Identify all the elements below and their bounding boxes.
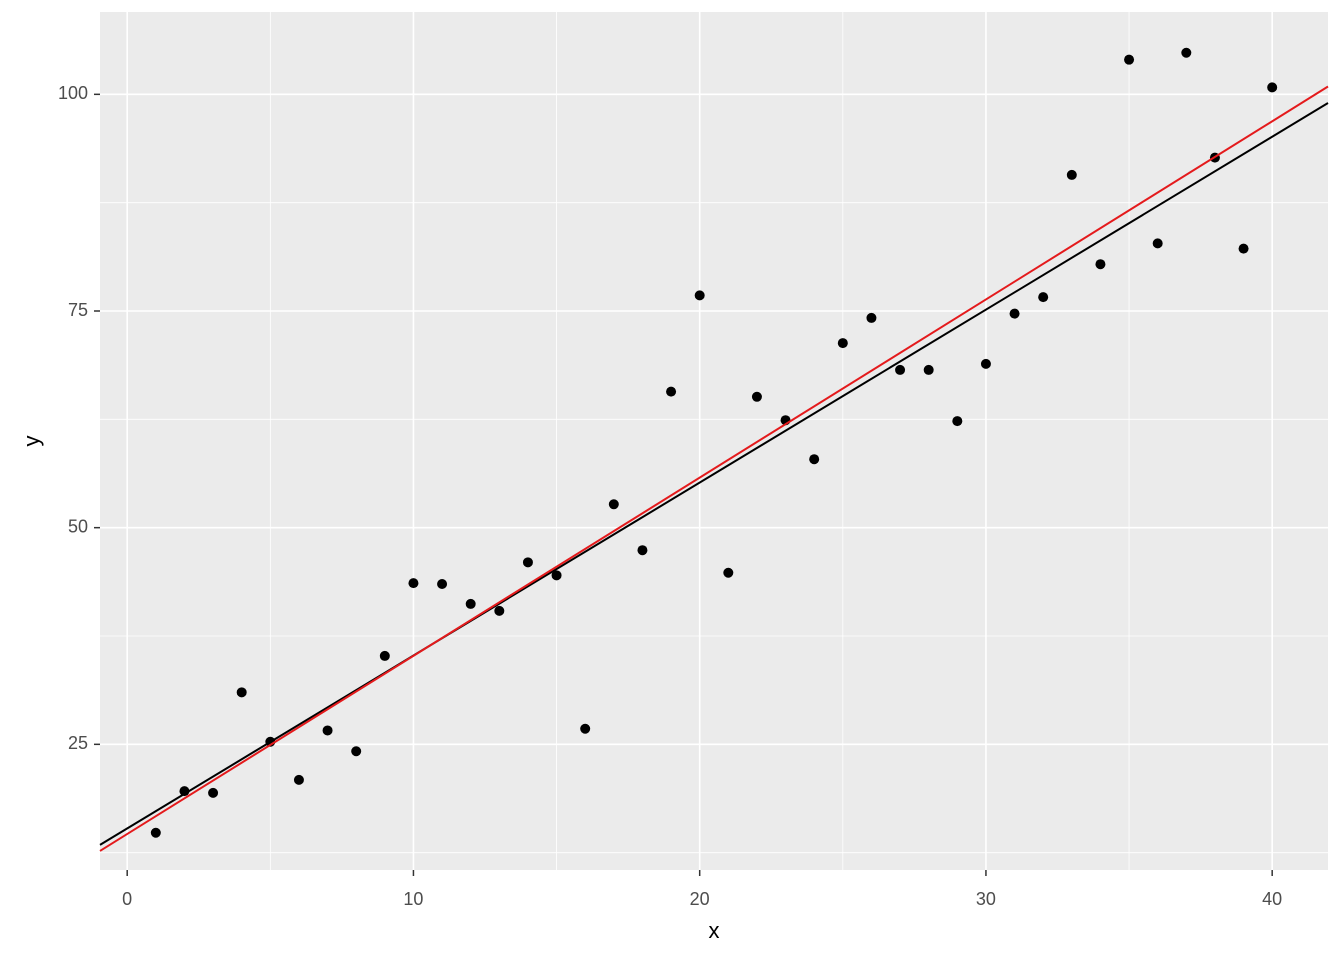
- point: [351, 746, 362, 757]
- point: [1152, 238, 1163, 249]
- point: [1095, 259, 1106, 270]
- point: [1009, 308, 1020, 319]
- point: [952, 416, 963, 427]
- point: [723, 567, 734, 578]
- point: [866, 312, 877, 323]
- point: [322, 725, 333, 736]
- y-axis-title: y: [19, 436, 44, 447]
- point: [608, 499, 619, 510]
- point: [1066, 169, 1077, 180]
- point: [1267, 82, 1278, 93]
- point: [580, 723, 591, 734]
- point: [1181, 47, 1192, 58]
- point: [666, 386, 677, 397]
- y-tick-label: 25: [68, 733, 88, 753]
- point: [494, 605, 505, 616]
- point: [465, 598, 476, 609]
- panel: [100, 12, 1328, 870]
- x-axis-title: x: [709, 918, 720, 943]
- x-tick-label: 20: [690, 889, 710, 909]
- point: [408, 578, 419, 589]
- point: [694, 290, 705, 301]
- point: [551, 570, 562, 581]
- point: [1238, 243, 1249, 254]
- point: [236, 687, 247, 698]
- point: [837, 338, 848, 349]
- point: [208, 787, 219, 798]
- point: [522, 557, 533, 568]
- point: [379, 650, 390, 661]
- point: [637, 545, 648, 556]
- point: [1124, 54, 1135, 65]
- point: [751, 391, 762, 402]
- fit-line: [99, 85, 1329, 852]
- y-tick-label: 75: [68, 300, 88, 320]
- point: [437, 579, 448, 589]
- point: [980, 358, 991, 369]
- point: [809, 454, 820, 465]
- x-tick-label: 0: [122, 889, 132, 909]
- y-tick-label: 50: [68, 516, 88, 536]
- point: [179, 786, 190, 797]
- fit-line: [99, 102, 1329, 846]
- point: [923, 364, 934, 375]
- x-tick-label: 40: [1262, 889, 1282, 909]
- point: [150, 827, 161, 838]
- x-tick-label: 30: [976, 889, 996, 909]
- point: [895, 364, 906, 375]
- x-tick-label: 10: [403, 889, 423, 909]
- point: [293, 774, 304, 785]
- point: [1038, 292, 1049, 303]
- y-tick-label: 100: [58, 83, 88, 103]
